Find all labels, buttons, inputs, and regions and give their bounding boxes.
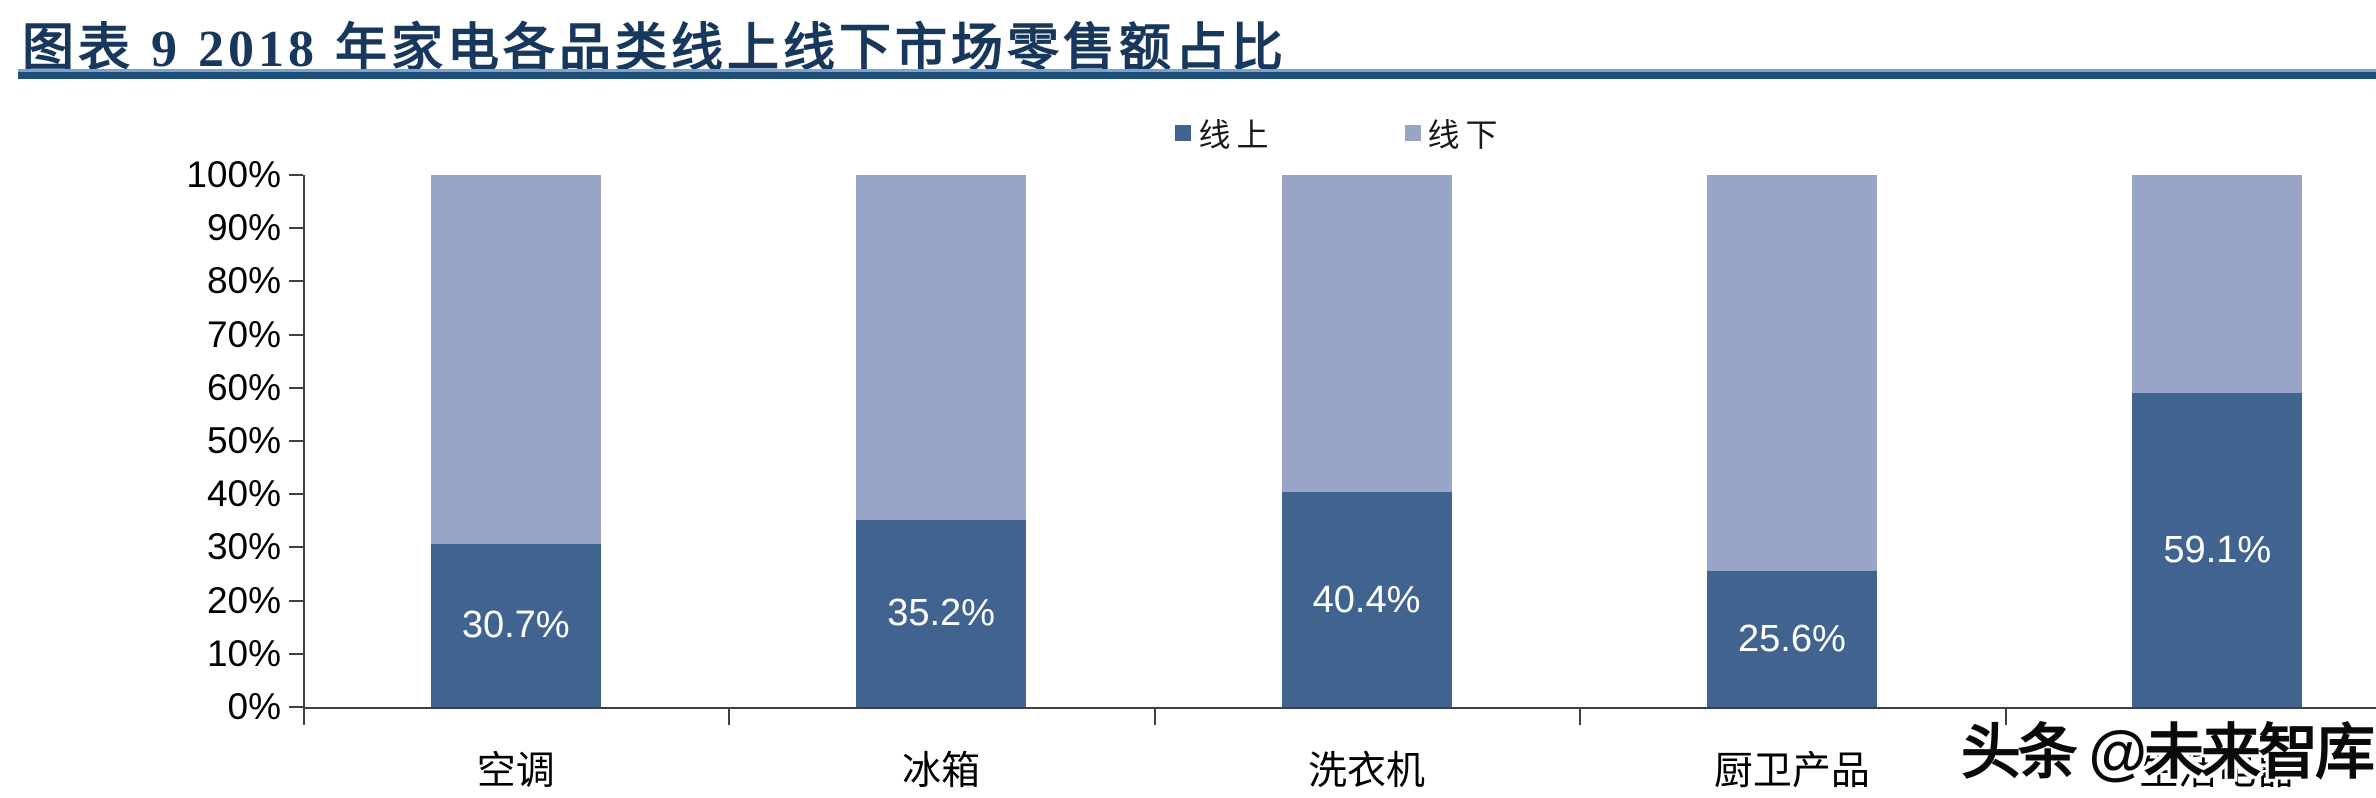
category-label: 空调 bbox=[476, 750, 555, 793]
legend-swatch-online bbox=[1175, 125, 1192, 141]
bar-segment-online bbox=[1706, 570, 1877, 707]
y-tick-label: 60% bbox=[206, 366, 281, 408]
category-label: 冰箱 bbox=[902, 750, 981, 793]
y-tick-label: 40% bbox=[206, 473, 281, 515]
x-tick-mark bbox=[303, 707, 305, 725]
bar-segment-offline bbox=[856, 175, 1027, 520]
legend-swatch-offline bbox=[1404, 125, 1421, 141]
figure-title: 图表 9 2018 年家电各品类线上线下市场零售额占比 bbox=[22, 21, 1288, 78]
bar-value-label: 35.2% bbox=[887, 592, 995, 635]
y-tick-mark bbox=[289, 652, 303, 655]
bar-value-label: 25.6% bbox=[1738, 617, 1846, 660]
bar-segment-offline bbox=[1706, 175, 1877, 571]
title-rule bbox=[18, 69, 2376, 79]
y-tick-label: 80% bbox=[206, 260, 281, 302]
y-tick-mark bbox=[289, 227, 303, 230]
y-tick-mark bbox=[289, 174, 303, 176]
bar-value-label: 30.7% bbox=[461, 604, 570, 647]
bar-value-label: 40.4% bbox=[1312, 578, 1421, 621]
y-tick-mark bbox=[289, 546, 303, 549]
y-tick-mark bbox=[289, 333, 303, 336]
bar-segment-offline bbox=[1281, 175, 1452, 493]
x-tick-mark bbox=[1579, 707, 1582, 725]
bar-segment-online bbox=[2132, 392, 2303, 707]
x-tick-mark bbox=[1153, 707, 1156, 725]
y-tick-mark bbox=[289, 440, 303, 442]
y-tick-mark bbox=[289, 493, 303, 496]
chart-legend: 线上 线下 bbox=[303, 110, 2376, 156]
y-tick-mark bbox=[289, 280, 303, 283]
y-tick-label: 0% bbox=[227, 686, 281, 727]
watermark: 头条 @未来智库 bbox=[1960, 719, 2375, 786]
y-tick-label: 100% bbox=[186, 154, 281, 195]
y-tick-label: 70% bbox=[206, 313, 281, 355]
category-label: 洗衣机 bbox=[1307, 750, 1425, 793]
legend-label: 线上 bbox=[1198, 117, 1275, 153]
y-tick-label: 50% bbox=[206, 420, 281, 461]
y-tick-label: 10% bbox=[206, 632, 281, 674]
bar-segment-online bbox=[1281, 492, 1452, 707]
legend-item: 线下 bbox=[1404, 110, 1504, 156]
y-tick-mark bbox=[289, 706, 303, 708]
bar-segment-online bbox=[856, 519, 1027, 707]
y-axis-line bbox=[303, 175, 305, 725]
legend-item: 线上 bbox=[1175, 110, 1274, 156]
y-tick-mark bbox=[289, 386, 303, 389]
bar-segment-offline bbox=[430, 175, 601, 544]
x-tick-mark bbox=[2004, 707, 2007, 725]
y-tick-label: 90% bbox=[206, 207, 281, 249]
bar-value-label: 59.1% bbox=[2163, 528, 2272, 571]
y-tick-label: 30% bbox=[206, 526, 281, 568]
y-tick-mark bbox=[289, 599, 303, 602]
category-label: 生活电器 bbox=[2139, 750, 2296, 793]
category-label: 厨卫产品 bbox=[1713, 750, 1870, 793]
legend-label: 线下 bbox=[1427, 117, 1504, 153]
x-axis-line bbox=[303, 707, 2376, 709]
bar-segment-online bbox=[430, 543, 601, 707]
bar-segment-offline bbox=[2132, 175, 2303, 393]
y-tick-label: 20% bbox=[206, 579, 281, 621]
x-tick-mark bbox=[728, 707, 731, 725]
